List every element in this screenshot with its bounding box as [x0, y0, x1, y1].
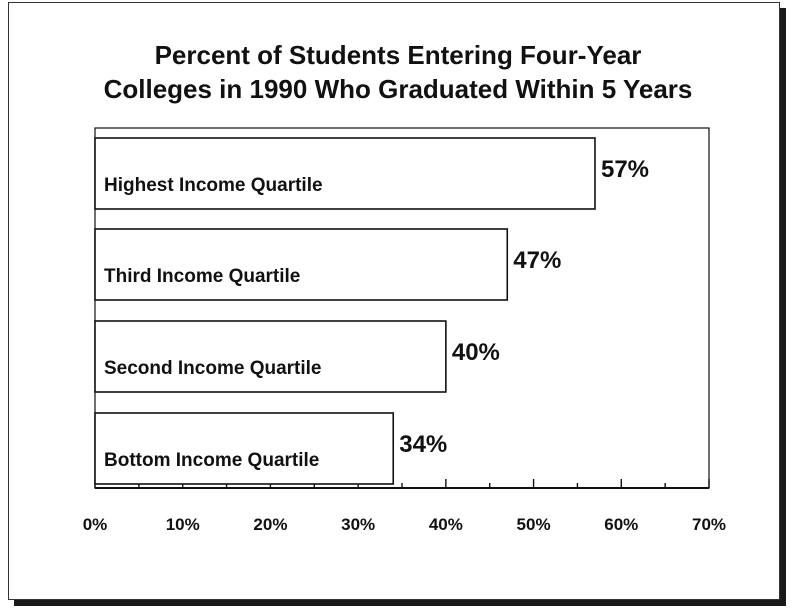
- bar-category-label: Bottom Income Quartile: [104, 450, 319, 471]
- slide-frame: [8, 2, 780, 600]
- x-tick-label: 40%: [429, 515, 463, 534]
- bar: [94, 137, 596, 210]
- x-tick-label: 10%: [166, 515, 200, 534]
- x-tick-label: 50%: [517, 515, 551, 534]
- bar-category-label: Third Income Quartile: [104, 266, 300, 287]
- bar-value-label: 47%: [513, 247, 561, 274]
- x-tick-label: 60%: [604, 515, 638, 534]
- x-tick-label: 0%: [83, 515, 108, 534]
- chart-title-line-2: Colleges in 1990 Who Graduated Within 5 …: [103, 74, 693, 104]
- bar: [94, 320, 447, 393]
- chart-title-line-1: Percent of Students Entering Four-Year: [154, 40, 642, 70]
- chart-title: Percent of Students Entering Four-Year C…: [0, 38, 796, 106]
- bar-value-label: 57%: [601, 156, 649, 183]
- bar-value-label: 34%: [399, 431, 447, 458]
- x-tick-label: 30%: [341, 515, 375, 534]
- bar-category-label: Highest Income Quartile: [104, 175, 323, 196]
- bar-category-label: Second Income Quartile: [104, 358, 322, 379]
- bar: [94, 412, 395, 485]
- x-tick-label: 20%: [253, 515, 287, 534]
- x-tick-label: 70%: [692, 515, 726, 534]
- bar: [94, 228, 509, 301]
- bar-value-label: 40%: [452, 339, 500, 366]
